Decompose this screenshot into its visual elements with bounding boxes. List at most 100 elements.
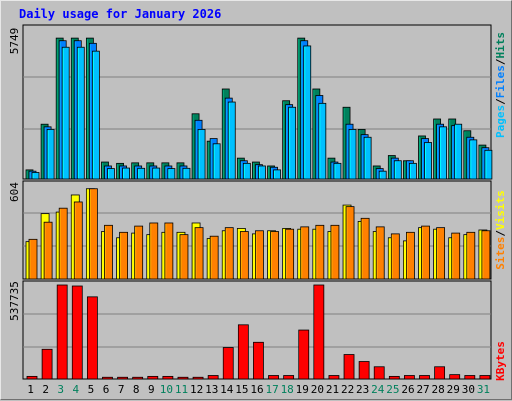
day-label-15: 15 [235, 383, 248, 396]
day-label-24: 24 [371, 383, 385, 396]
kbytes-bar-day-20 [313, 284, 325, 380]
day-label-22: 22 [341, 383, 354, 396]
legend-visits-sites: Sites/Visits [494, 190, 507, 270]
kbytes-bar-day-28 [434, 366, 446, 380]
kbytes-bar-day-24 [373, 366, 385, 380]
legend-separator: / [494, 98, 507, 105]
kbytes-bar-day-11 [177, 376, 189, 380]
pages-bar-day-6 [107, 168, 115, 180]
legend-files: Files [494, 65, 507, 98]
ymax-label-1: 5749 [8, 28, 21, 55]
sites-bar-day-17 [270, 231, 279, 280]
sites-bar-day-2 [43, 221, 53, 280]
pages-bar-day-4 [76, 46, 85, 180]
kbytes-bar-day-15 [237, 324, 249, 380]
day-label-8: 8 [133, 383, 140, 396]
sites-bar-day-11 [179, 234, 189, 280]
kbytes-bar-day-6 [102, 376, 113, 380]
sites-bar-day-9 [149, 222, 159, 280]
sites-bar-day-26 [406, 231, 415, 280]
ymax-label-2: 604 [8, 182, 21, 202]
sites-bar-day-27 [421, 225, 430, 280]
day-label-20: 20 [311, 383, 324, 396]
pages-bar-day-10 [167, 168, 176, 180]
kbytes-bar-day-2 [41, 348, 53, 380]
sites-bar-day-7 [119, 231, 128, 280]
sites-bar-day-20 [315, 224, 325, 280]
kbytes-bar-day-18 [283, 375, 295, 380]
legend-kbytes: KBytes [494, 341, 507, 381]
sites-bar-day-12 [194, 227, 204, 280]
kbytes-bar-day-8 [132, 376, 144, 380]
day-label-19: 19 [296, 383, 309, 396]
kbytes-bar-day-14 [222, 347, 234, 380]
day-label-13: 13 [205, 383, 218, 396]
day-label-14: 14 [220, 383, 234, 396]
kbytes-bar-day-1 [26, 375, 38, 380]
sites-bar-day-21 [330, 224, 340, 280]
kbytes-bar-day-22 [343, 354, 355, 380]
sites-bar-day-5 [88, 188, 98, 280]
sites-bar-day-30 [466, 231, 476, 280]
pages-bar-day-31 [484, 149, 493, 180]
day-label-17: 17 [265, 383, 278, 396]
legend-sites: Sites [494, 237, 507, 270]
pages-bar-day-3 [61, 46, 70, 180]
pages-bar-day-11 [182, 167, 191, 180]
day-label-29: 29 [447, 383, 460, 396]
sites-bar-day-31 [481, 230, 491, 280]
sites-bar-day-6 [104, 224, 113, 280]
day-label-12: 12 [190, 383, 203, 396]
sites-bar-day-24 [375, 226, 385, 280]
pages-bar-day-28 [439, 126, 448, 180]
plot-area-1 [22, 24, 492, 180]
pages-bar-day-8 [137, 167, 146, 180]
pages-bar-day-21 [333, 162, 342, 180]
day-label-27: 27 [416, 383, 429, 396]
pages-bar-day-1 [31, 172, 40, 180]
pages-bar-day-23 [363, 136, 372, 180]
sites-bar-day-19 [300, 226, 310, 280]
day-label-25: 25 [386, 383, 399, 396]
sites-bar-day-28 [436, 227, 446, 280]
kbytes-bar-day-27 [419, 375, 430, 380]
pages-bar-day-13 [212, 143, 221, 180]
day-label-28: 28 [432, 383, 445, 396]
sites-bar-day-4 [73, 201, 83, 280]
day-label-9: 9 [148, 383, 155, 396]
day-label-11: 11 [175, 383, 188, 396]
kbytes-bar-day-10 [162, 375, 174, 380]
sites-bar-day-23 [360, 217, 370, 280]
pages-bar-day-18 [288, 106, 297, 180]
sites-bar-day-22 [345, 206, 355, 280]
kbytes-bar-day-3 [56, 284, 68, 380]
pages-bar-day-15 [242, 162, 251, 180]
ymax-label-3: 537735 [8, 281, 21, 321]
kbytes-bar-day-16 [253, 341, 264, 380]
sites-bar-day-14 [224, 227, 234, 280]
pages-bar-day-25 [393, 160, 402, 180]
legend-separator: / [494, 58, 507, 65]
chart-title: Daily usage for January 2026 [19, 7, 222, 21]
legend-hits-files-pages: Pages/Files/Hits [494, 32, 507, 138]
day-label-3: 3 [57, 383, 64, 396]
sites-bar-day-8 [134, 225, 144, 280]
pages-bar-day-27 [424, 142, 432, 180]
pages-bar-day-22 [348, 129, 357, 180]
day-label-18: 18 [281, 383, 294, 396]
kbytes-bar-day-29 [449, 374, 461, 380]
kbytes-bar-day-23 [358, 361, 370, 380]
pages-bar-day-19 [303, 45, 312, 180]
sites-bar-day-29 [451, 232, 461, 280]
sites-bar-day-15 [239, 231, 249, 280]
sites-bar-day-18 [285, 228, 295, 280]
kbytes-bar-day-7 [117, 376, 128, 380]
kbytes-bar-day-25 [388, 375, 400, 380]
pages-bar-day-14 [227, 101, 236, 180]
sites-bar-day-1 [28, 238, 38, 280]
kbytes-bar-day-31 [479, 375, 491, 380]
sites-bar-day-13 [209, 235, 219, 280]
day-label-26: 26 [401, 383, 414, 396]
kbytes-bar-day-4 [71, 285, 83, 380]
